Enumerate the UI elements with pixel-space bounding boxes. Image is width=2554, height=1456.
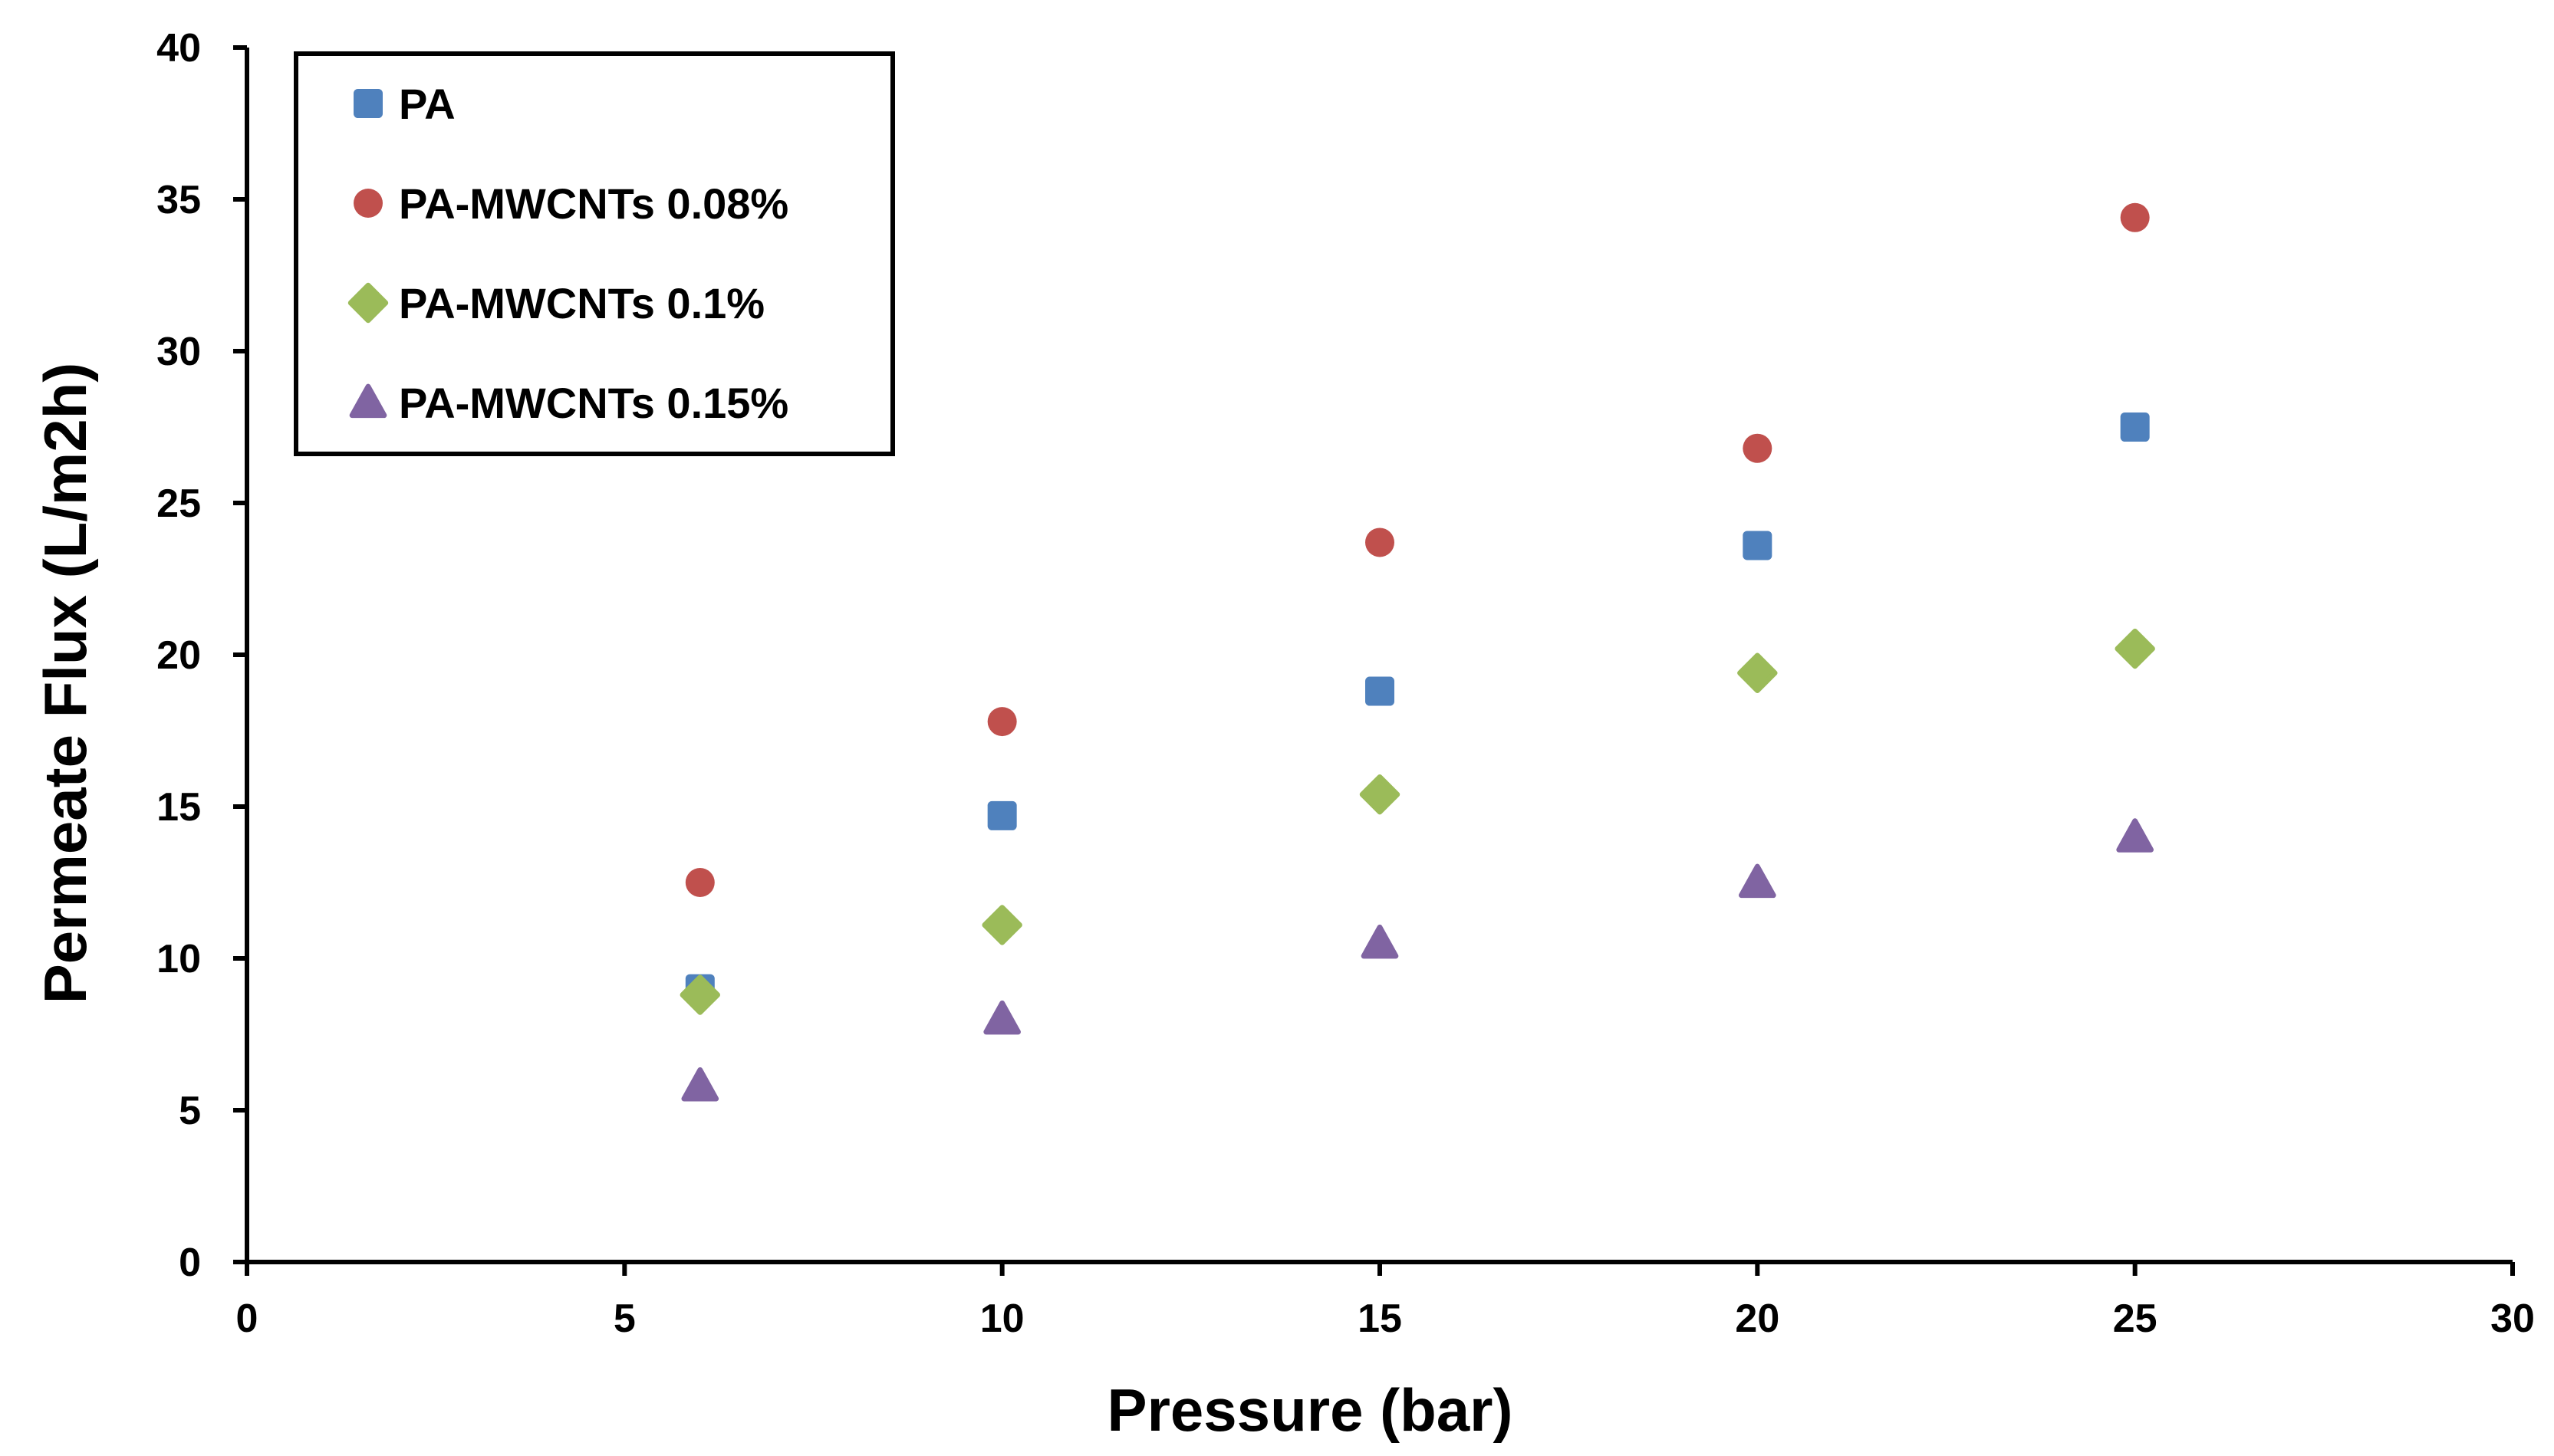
series-3 bbox=[680, 628, 2155, 1015]
data-point bbox=[1743, 531, 1772, 560]
data-point bbox=[2120, 202, 2150, 232]
legend-marker bbox=[354, 189, 383, 218]
x-tick-label: 5 bbox=[614, 1297, 636, 1341]
y-axis-title: Permeate Flux (L/m2h) bbox=[31, 363, 99, 1004]
data-point bbox=[1365, 676, 1394, 706]
x-axis-title: Pressure (bar) bbox=[1108, 1376, 1513, 1444]
legend-entry-label: PA-MWCNTs 0.15% bbox=[399, 379, 788, 427]
series-4 bbox=[681, 818, 2154, 1102]
data-point bbox=[982, 905, 1022, 945]
x-tick-label: 25 bbox=[2113, 1297, 2157, 1341]
data-point bbox=[2120, 412, 2150, 442]
x-tick-label: 20 bbox=[1735, 1297, 1779, 1341]
y-tick-label: 30 bbox=[156, 330, 201, 374]
y-tick-label: 0 bbox=[179, 1241, 201, 1285]
y-tick-label: 20 bbox=[156, 633, 201, 678]
y-tick-label: 15 bbox=[156, 785, 201, 830]
x-tick-label: 15 bbox=[1358, 1297, 1402, 1341]
data-point bbox=[987, 800, 1017, 830]
legend-marker bbox=[349, 383, 387, 419]
x-tick-label: 0 bbox=[236, 1297, 258, 1341]
x-tick-label: 30 bbox=[2490, 1297, 2535, 1341]
legend-entry-label: PA-MWCNTs 0.08% bbox=[399, 179, 788, 228]
legend-marker bbox=[354, 89, 383, 118]
data-point bbox=[1361, 924, 1399, 959]
legend-entry-label: PA bbox=[399, 80, 456, 128]
data-point bbox=[1365, 528, 1394, 557]
data-point bbox=[1359, 774, 1400, 815]
data-point bbox=[2116, 818, 2154, 853]
y-tick-label: 35 bbox=[156, 178, 201, 222]
data-point bbox=[1739, 863, 1776, 899]
data-point bbox=[2115, 628, 2155, 669]
data-point bbox=[1737, 652, 1778, 693]
y-tick-label: 10 bbox=[156, 937, 201, 981]
y-tick-label: 5 bbox=[179, 1089, 201, 1133]
ticks: 0 5 10 15 20 25 30 0 5 10 15 20 25 30 35 40 bbox=[156, 26, 2535, 1341]
data-point bbox=[681, 1067, 719, 1102]
data-point bbox=[685, 868, 715, 897]
data-point bbox=[680, 975, 721, 1015]
data-point bbox=[987, 707, 1017, 737]
legend-marker bbox=[347, 282, 389, 324]
series-2 bbox=[685, 202, 2150, 897]
data-points bbox=[680, 202, 2155, 1102]
data-point bbox=[983, 1000, 1021, 1035]
y-tick-label: 25 bbox=[156, 481, 201, 526]
series-1 bbox=[685, 412, 2150, 1004]
legend: PA PA-MWCNTs 0.08% PA-MWCNTs 0.1% PA-MWCNTs… bbox=[294, 51, 895, 456]
legend-entry-label: PA-MWCNTs 0.1% bbox=[399, 279, 765, 327]
y-tick-label: 40 bbox=[156, 26, 201, 71]
data-point bbox=[1743, 433, 1772, 463]
legend-box bbox=[294, 51, 895, 456]
x-tick-label: 10 bbox=[980, 1297, 1025, 1341]
